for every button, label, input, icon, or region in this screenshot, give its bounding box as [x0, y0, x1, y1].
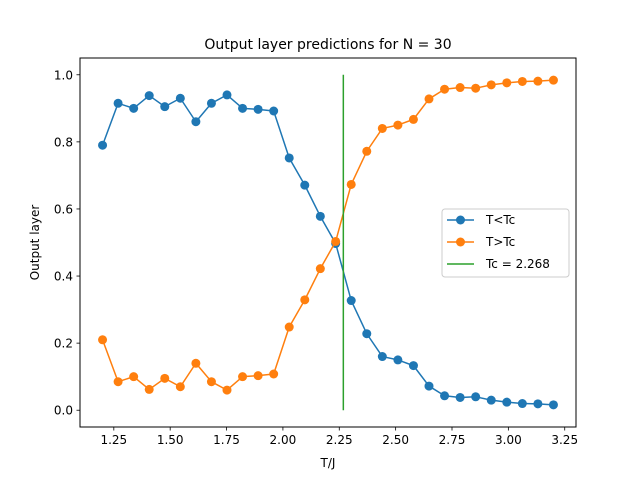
- data-point-series-0: [300, 180, 310, 190]
- data-point-series-0: [98, 140, 108, 150]
- data-point-series-1: [253, 371, 263, 381]
- x-tick-label: 2.50: [382, 433, 409, 447]
- data-point-series-1: [144, 384, 154, 394]
- data-point-series-0: [362, 329, 372, 339]
- data-point-series-0: [269, 106, 279, 116]
- data-point-series-0: [377, 352, 387, 362]
- y-tick-label: 0.2: [54, 337, 73, 351]
- chart-title: Output layer predictions for N = 30: [204, 37, 451, 53]
- legend-label-t-below-tc: T<Tc: [485, 213, 515, 227]
- data-point-series-0: [129, 103, 139, 113]
- data-point-series-1: [113, 377, 123, 387]
- data-point-series-1: [222, 385, 232, 395]
- data-point-series-1: [315, 264, 325, 274]
- data-point-series-0: [502, 397, 512, 407]
- data-point-series-1: [160, 373, 170, 383]
- data-point-series-0: [113, 98, 123, 108]
- y-tick-label: 1.0: [54, 68, 73, 82]
- y-axis-label: Output layer: [28, 205, 42, 281]
- data-point-series-1: [548, 75, 558, 85]
- legend-label-tc: Tc = 2.268: [485, 257, 550, 271]
- data-point-series-1: [362, 146, 372, 156]
- data-point-series-1: [300, 295, 310, 305]
- data-point-series-1: [238, 372, 248, 382]
- y-tick-label: 0.6: [54, 202, 73, 216]
- data-point-series-1: [331, 236, 341, 246]
- data-point-series-1: [471, 83, 481, 93]
- x-tick-label: 1.75: [213, 433, 240, 447]
- data-point-series-1: [206, 377, 216, 387]
- x-tick-label: 1.25: [100, 433, 127, 447]
- y-tick-label: 0.8: [54, 135, 73, 149]
- x-axis: 1.25 1.50 1.75 2.00 2.25 2.50 2.75 3.00 3.25: [100, 427, 578, 447]
- data-point-series-0: [346, 296, 356, 306]
- data-point-series-0: [206, 98, 216, 108]
- plot-area: [98, 74, 558, 411]
- data-point-series-0: [533, 399, 543, 409]
- data-point-series-1: [191, 358, 201, 368]
- legend-label-t-above-tc: T>Tc: [485, 235, 515, 249]
- y-tick-label: 0.0: [54, 404, 73, 418]
- x-axis-label: T/J: [320, 456, 336, 470]
- data-point-series-0: [517, 399, 527, 409]
- legend: T<Tc T>Tc Tc = 2.268: [441, 208, 570, 278]
- data-point-series-0: [284, 153, 294, 163]
- data-point-series-0: [455, 392, 465, 402]
- data-point-series-0: [144, 91, 154, 101]
- data-point-series-0: [393, 355, 403, 365]
- data-point-series-1: [408, 114, 418, 124]
- data-point-series-0: [191, 117, 201, 127]
- data-point-series-0: [471, 392, 481, 402]
- data-point-series-1: [346, 179, 356, 189]
- data-point-series-1: [533, 76, 543, 86]
- y-tick-label: 0.4: [54, 270, 73, 284]
- data-point-series-1: [440, 84, 450, 94]
- data-point-series-1: [424, 94, 434, 104]
- x-tick-label: 1.50: [157, 433, 184, 447]
- data-point-series-0: [222, 90, 232, 100]
- legend-box: [441, 208, 570, 278]
- data-point-series-1: [486, 80, 496, 90]
- data-point-series-0: [315, 211, 325, 221]
- x-tick-label: 3.00: [495, 433, 522, 447]
- data-point-series-0: [238, 103, 248, 113]
- data-point-series-0: [424, 381, 434, 391]
- legend-marker-t-above-tc: [456, 237, 465, 247]
- data-point-series-0: [440, 391, 450, 401]
- data-point-series-0: [253, 104, 263, 114]
- data-point-series-1: [377, 123, 387, 133]
- data-point-series-1: [98, 335, 108, 345]
- data-point-series-1: [284, 322, 294, 332]
- data-point-series-1: [502, 78, 512, 88]
- data-point-series-0: [548, 400, 558, 410]
- data-point-series-0: [175, 93, 185, 103]
- data-point-series-1: [393, 120, 403, 130]
- data-point-series-1: [455, 83, 465, 93]
- x-tick-label: 3.25: [551, 433, 578, 447]
- x-tick-label: 2.00: [270, 433, 297, 447]
- data-point-series-0: [160, 102, 170, 112]
- data-point-series-1: [517, 76, 527, 86]
- plot-frame: [79, 57, 577, 428]
- x-tick-label: 2.75: [439, 433, 466, 447]
- x-tick-label: 2.25: [326, 433, 353, 447]
- y-axis: 0.0 0.2 0.4 0.6 0.8 1.0: [54, 68, 80, 418]
- data-point-series-1: [129, 372, 139, 382]
- data-point-series-1: [175, 382, 185, 392]
- data-point-series-1: [269, 369, 279, 379]
- legend-marker-t-below-tc: [456, 215, 465, 225]
- data-point-series-0: [408, 361, 418, 371]
- data-point-series-0: [486, 395, 496, 405]
